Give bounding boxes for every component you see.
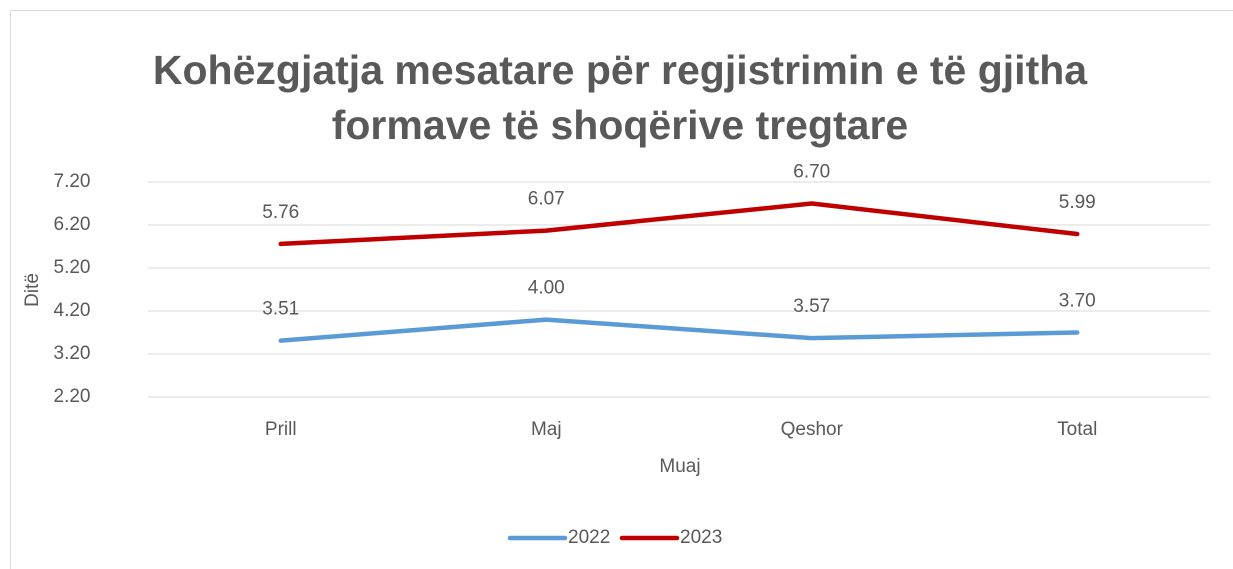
x-tick-label: Qeshor <box>781 419 844 440</box>
data-label: 3.57 <box>793 296 830 317</box>
x-tick-label: Maj <box>531 419 562 440</box>
x-axis-label: Muaj <box>659 456 700 477</box>
y-tick-label: 4.20 <box>54 300 91 321</box>
x-tick-label: Prill <box>265 419 297 440</box>
data-label: 4.00 <box>528 278 565 299</box>
line <box>278 317 1080 343</box>
y-tick-label: 6.20 <box>54 214 91 235</box>
data-label: 6.70 <box>793 162 830 183</box>
data-label: 5.99 <box>1059 192 1096 213</box>
legend-label: 2023 <box>680 527 722 548</box>
x-tick-label: Total <box>1057 419 1097 440</box>
y-tick-label: 5.20 <box>54 257 91 278</box>
y-tick-label: 2.20 <box>54 386 91 407</box>
data-label: 3.51 <box>262 299 299 320</box>
chart-frame <box>10 10 1233 569</box>
data-label: 5.76 <box>262 202 299 223</box>
chart-title: formave të shoqërive tregtare <box>332 102 909 148</box>
y-axis-label: Ditë <box>22 273 43 307</box>
data-label: 3.70 <box>1059 291 1096 312</box>
y-tick-label: 7.20 <box>54 171 91 192</box>
line <box>278 201 1080 247</box>
y-tick-label: 3.20 <box>54 343 91 364</box>
legend-label: 2022 <box>568 527 610 548</box>
chart-title: Kohëzgjatja mesatare për regjistrimin e … <box>153 47 1088 93</box>
data-label: 6.07 <box>528 189 565 210</box>
